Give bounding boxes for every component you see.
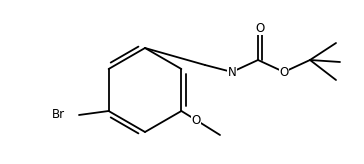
Text: N: N	[228, 65, 236, 79]
Text: O: O	[280, 65, 289, 79]
Text: O: O	[256, 21, 265, 34]
Text: Br: Br	[52, 109, 65, 122]
Text: O: O	[191, 113, 201, 126]
